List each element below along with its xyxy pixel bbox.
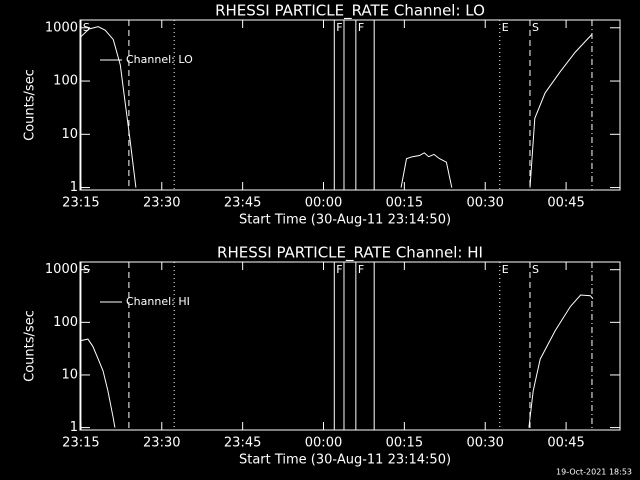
y-tick-label: 1000 bbox=[45, 262, 78, 277]
x-tick-label: 00:45 bbox=[547, 436, 584, 451]
x-tick-label: 23:45 bbox=[224, 196, 261, 211]
marker-label: E bbox=[502, 21, 509, 34]
x-axis-label: Start Time (30-Aug-11 23:14:50) bbox=[239, 453, 451, 468]
marker-label: F bbox=[336, 21, 342, 34]
y-tick-label: 10 bbox=[61, 367, 78, 382]
marker-label: S bbox=[532, 263, 539, 276]
x-tick-label: 00:30 bbox=[466, 436, 503, 451]
x-tick-label: 23:30 bbox=[143, 436, 180, 451]
chart-title: RHESSI PARTICLE_RATE Channel: HI bbox=[217, 244, 483, 263]
chart-title: RHESSI PARTICLE_RATE Channel: LO bbox=[215, 2, 485, 21]
y-tick-label: 1 bbox=[70, 180, 78, 195]
legend-label: Channel: LO bbox=[126, 53, 193, 66]
marker-label: E bbox=[502, 263, 509, 276]
marker-label: S bbox=[83, 21, 90, 34]
footer: 19-Oct-2021 18:53 bbox=[556, 468, 632, 477]
x-tick-label: 23:15 bbox=[62, 196, 99, 211]
y-tick-label: 10 bbox=[61, 127, 78, 142]
x-tick-label: 00:30 bbox=[466, 196, 503, 211]
x-tick-label: 00:00 bbox=[305, 436, 342, 451]
legend-label: Channel: HI bbox=[126, 295, 190, 308]
x-tick-label: 23:45 bbox=[224, 436, 261, 451]
y-axis-label: Counts/sec bbox=[23, 310, 38, 382]
x-tick-label: 00:15 bbox=[386, 196, 423, 211]
x-axis-label: Start Time (30-Aug-11 23:14:50) bbox=[239, 213, 451, 228]
plot-frame bbox=[79, 19, 621, 191]
y-axis-label: Counts/sec bbox=[23, 69, 38, 141]
y-tick-label: 100 bbox=[53, 315, 78, 330]
x-tick-label: 00:00 bbox=[305, 196, 342, 211]
y-tick-label: 1 bbox=[70, 420, 78, 435]
y-tick-label: 100 bbox=[53, 74, 78, 89]
x-tick-label: 00:45 bbox=[547, 196, 584, 211]
y-tick-label: 1000 bbox=[45, 20, 78, 35]
data-line bbox=[80, 294, 594, 428]
marker-label: F bbox=[358, 21, 364, 34]
plot-frame bbox=[79, 261, 621, 431]
marker-label: F bbox=[336, 263, 342, 276]
x-tick-label: 23:15 bbox=[62, 436, 99, 451]
x-tick-label: 23:30 bbox=[143, 196, 180, 211]
marker-label: F bbox=[358, 263, 364, 276]
x-tick-label: 00:15 bbox=[386, 436, 423, 451]
marker-label: S bbox=[532, 21, 539, 34]
data-line bbox=[80, 26, 593, 188]
marker-label: S bbox=[83, 263, 90, 276]
